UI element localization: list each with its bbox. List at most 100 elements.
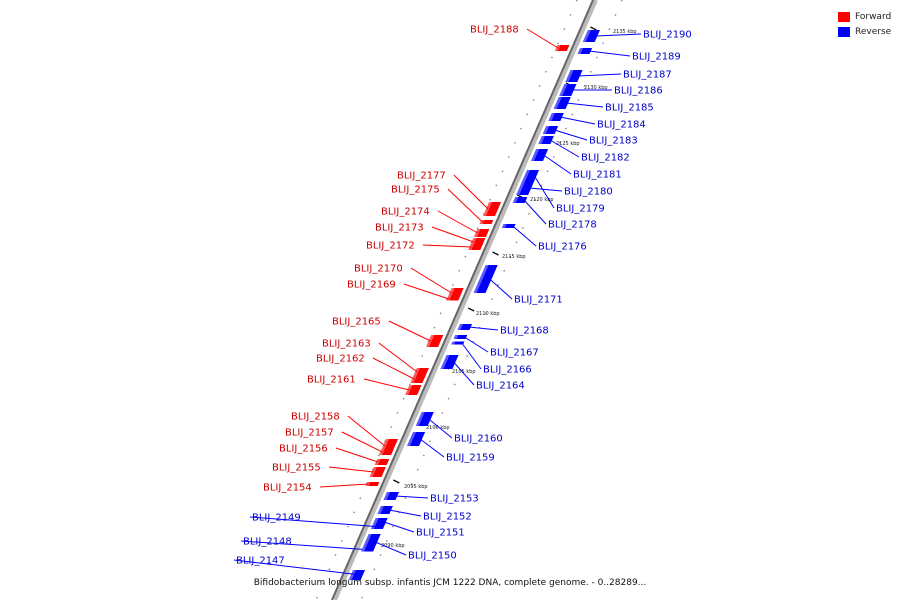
- gene-feature-highlight: [501, 224, 507, 228]
- gene-feature-highlight: [538, 136, 545, 144]
- gene-label-BLIJ_2187: BLIJ_2187: [623, 70, 672, 81]
- gene-leader-line: [240, 540, 372, 551]
- gene-leader-line: [543, 154, 572, 175]
- gene-feature-highlight: [451, 341, 456, 345]
- scale-tick-label: 2105 kbp: [452, 369, 476, 375]
- gene-feature-highlight: [553, 97, 562, 109]
- gene-feature-BLIJ_2182: [538, 136, 554, 144]
- forward-swatch: [838, 11, 850, 22]
- gene-feature-BLIJ_2156: [374, 459, 390, 465]
- gene-leader-line: [363, 378, 410, 391]
- gene-feature-highlight: [565, 70, 574, 82]
- gene-feature-highlight: [348, 570, 357, 580]
- gene-feature-BLIJ_2187: [565, 70, 583, 82]
- gene-leader-line: [431, 226, 474, 243]
- gene-leader-line: [447, 188, 483, 223]
- gene-label-BLIJ_2173: BLIJ_2173: [375, 223, 424, 234]
- gene-feature-BLIJ_2172: [468, 244, 483, 250]
- scale-tick-label: 2115 kbp: [502, 254, 526, 260]
- gene-feature-highlight: [415, 412, 425, 426]
- scale-tick-label: 2120 kbp: [530, 197, 554, 203]
- gene-feature-BLIJ_2184: [548, 113, 564, 121]
- gene-leader-line: [534, 175, 555, 209]
- gene-label-BLIJ_2163: BLIJ_2163: [322, 339, 371, 350]
- gene-label-BLIJ_2158: BLIJ_2158: [291, 412, 340, 423]
- gene-label-BLIJ_2162: BLIJ_2162: [316, 354, 365, 365]
- gene-leader-line: [372, 357, 415, 380]
- gene-feature-highlight: [577, 48, 584, 54]
- gene-label-BLIJ_2159: BLIJ_2159: [446, 453, 495, 464]
- legend-label-forward: Forward: [855, 11, 892, 22]
- gene-leader-line: [453, 361, 475, 386]
- gene-leader-line: [468, 326, 499, 331]
- scale-tick-label: 2110 kbp: [476, 311, 500, 317]
- genome-backbone-shadow: [333, 0, 598, 600]
- gene-feature-BLIJ_2171: [473, 265, 498, 293]
- gene-leader-line: [328, 466, 374, 473]
- gene-feature-BLIJ_2174: [473, 229, 490, 237]
- scale-tick-label: 2100 kbp: [426, 425, 450, 431]
- scale-tick-label: 2090 kbp: [381, 543, 405, 549]
- gene-feature-highlight: [440, 355, 450, 369]
- gene-leader-line: [428, 418, 453, 439]
- gene-label-BLIJ_2155: BLIJ_2155: [272, 463, 321, 474]
- reverse-swatch: [838, 26, 850, 37]
- gene-feature-highlight: [473, 265, 489, 293]
- gene-feature-BLIJ_2181: [530, 149, 549, 161]
- gene-label-BLIJ_2154: BLIJ_2154: [263, 483, 312, 494]
- gene-label-BLIJ_2186: BLIJ_2186: [614, 86, 663, 97]
- gene-label-BLIJ_2183: BLIJ_2183: [589, 136, 638, 147]
- scale-tick-label: 2130 kbp: [584, 85, 608, 91]
- legend-item-forward: Forward: [838, 9, 891, 24]
- gene-leader-line: [512, 225, 537, 247]
- gene-label-BLIJ_2168: BLIJ_2168: [500, 326, 549, 337]
- gene-feature-BLIJ_2162: [410, 375, 426, 383]
- gene-label-BLIJ_2177: BLIJ_2177: [397, 171, 446, 182]
- gene-label-BLIJ_2167: BLIJ_2167: [490, 348, 539, 359]
- gene-label-BLIJ_2161: BLIJ_2161: [307, 375, 356, 386]
- gene-feature-highlight: [521, 170, 531, 182]
- gene-label-BLIJ_2157: BLIJ_2157: [285, 428, 334, 439]
- scale-tick-label: 2125 kbp: [556, 141, 580, 147]
- gene-feature-highlight: [453, 335, 459, 339]
- gene-label-BLIJ_2175: BLIJ_2175: [391, 185, 440, 196]
- gene-label-BLIJ_2182: BLIJ_2182: [581, 153, 630, 164]
- gene-leader-line: [249, 516, 382, 528]
- gene-leader-line: [588, 50, 631, 57]
- legend-label-reverse: Reverse: [855, 26, 892, 37]
- gene-feature-highlight: [559, 84, 568, 96]
- gene-feature-BLIJ_2186: [559, 84, 577, 96]
- gene-feature-BLIJ_2160: [415, 412, 434, 426]
- gene-leader-line: [403, 283, 450, 300]
- gene-feature-BLIJ_2157: [379, 449, 394, 455]
- gene-leader-line: [319, 483, 369, 488]
- gene-leader-line: [233, 559, 361, 576]
- gene-label-BLIJ_2149: BLIJ_2149: [252, 513, 301, 524]
- gene-feature-BLIJ_2154: [365, 482, 380, 486]
- gene-label-BLIJ_2179: BLIJ_2179: [556, 204, 605, 215]
- gene-label-BLIJ_2148: BLIJ_2148: [243, 537, 292, 548]
- gene-label-BLIJ_2176: BLIJ_2176: [538, 242, 587, 253]
- gene-label-BLIJ_2174: BLIJ_2174: [381, 207, 430, 218]
- gene-leader-line: [419, 438, 445, 458]
- gene-label-BLIJ_2178: BLIJ_2178: [548, 220, 597, 231]
- gene-label-BLIJ_2185: BLIJ_2185: [605, 103, 654, 114]
- gene-label-BLIJ_2170: BLIJ_2170: [354, 264, 403, 275]
- gene-feature-highlight: [383, 492, 390, 500]
- gene-label-BLIJ_2188: BLIJ_2188: [470, 25, 519, 36]
- gene-label-BLIJ_2180: BLIJ_2180: [564, 187, 613, 198]
- gene-feature-highlight: [582, 30, 591, 42]
- gene-feature-BLIJ_2151: [372, 518, 388, 526]
- gene-leader-line: [529, 187, 563, 192]
- gene-feature-highlight: [542, 126, 550, 134]
- gene-feature-BLIJ_2169: [446, 297, 460, 301]
- gene-label-BLIJ_2172: BLIJ_2172: [366, 241, 415, 252]
- gene-feature-BLIJ_2189: [577, 48, 593, 54]
- gene-feature-BLIJ_2165: [426, 335, 444, 347]
- gene-label-BLIJ_2152: BLIJ_2152: [423, 512, 472, 523]
- gene-feature-BLIJ_2167: [453, 335, 468, 339]
- gene-leader-line: [453, 174, 489, 210]
- gene-leader-line: [341, 431, 383, 453]
- gene-leader-line: [560, 116, 596, 125]
